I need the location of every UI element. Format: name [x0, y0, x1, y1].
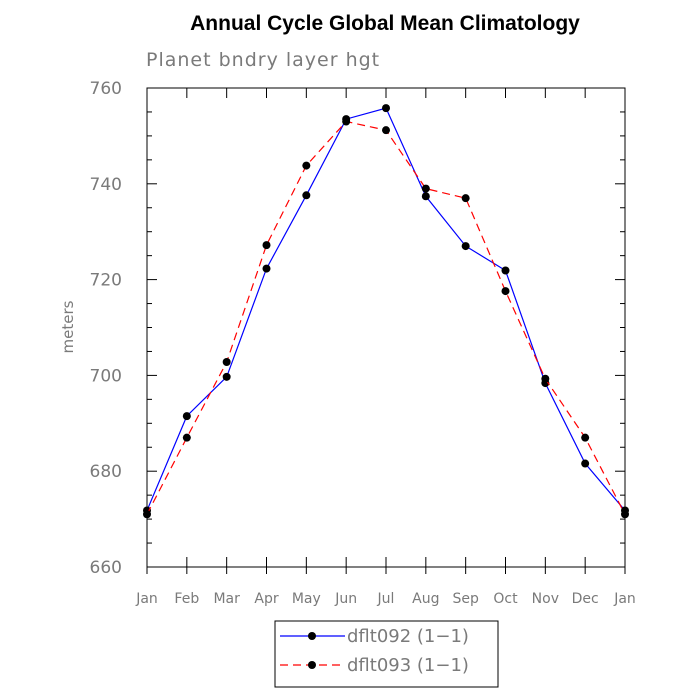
legend-label-1: dflt092 (1−1): [347, 626, 469, 647]
x-tick-label: Nov: [532, 591, 559, 607]
y-tick-label: 660: [90, 558, 122, 578]
data-point: [621, 510, 629, 519]
data-point: [581, 459, 590, 468]
data-point: [182, 412, 191, 421]
x-tick-label: Aug: [412, 591, 439, 607]
legend: dflt092 (1−1) dflt093 (1−1): [274, 620, 499, 688]
data-point: [302, 191, 311, 200]
series-2: [143, 117, 629, 519]
data-point: [541, 374, 550, 383]
x-tick-label: Sep: [452, 591, 479, 607]
legend-marker-2: [308, 661, 316, 669]
x-tick-label: Apr: [254, 591, 278, 607]
data-point: [182, 433, 191, 442]
y-axis: 660 680 700 720 740 760: [90, 79, 625, 578]
x-tick-label: Jul: [377, 591, 395, 607]
series-line: [146, 107, 626, 511]
series-1: [143, 104, 629, 515]
y-tick-label: 760: [90, 79, 122, 99]
x-tick-label: Jun: [334, 591, 357, 607]
chart-title: Annual Cycle Global Mean Climatology: [190, 12, 580, 35]
y-tick-label: 720: [90, 271, 122, 291]
data-point: [342, 117, 351, 126]
x-axis: Jan Feb Mar Apr May Jun Jul Aug Sep Oct Nov Dec Jan: [135, 88, 636, 607]
data-point: [461, 194, 470, 203]
x-tick-label: Dec: [572, 591, 599, 607]
data-point: [382, 126, 390, 135]
data-point: [302, 161, 311, 170]
y-tick-label: 740: [90, 175, 122, 195]
series-layer: [143, 104, 629, 519]
chart-subtitle: Planet bndry layer hgt: [146, 49, 380, 71]
data-point: [382, 104, 390, 113]
data-point: [222, 357, 231, 366]
data-point: [501, 266, 510, 275]
data-point: [222, 372, 231, 381]
legend-box: [274, 620, 499, 688]
x-tick-label: Jan: [135, 591, 158, 607]
series-line: [146, 120, 626, 515]
x-tick-label: May: [292, 591, 321, 607]
x-tick-label: Mar: [213, 591, 240, 607]
data-point: [421, 192, 430, 201]
legend-label-2: dflt093 (1−1): [347, 655, 469, 676]
data-point: [421, 184, 430, 193]
data-point: [581, 433, 590, 442]
data-point: [501, 287, 510, 296]
y-axis-label: meters: [59, 300, 77, 353]
y-tick-label: 700: [90, 366, 122, 386]
x-tick-label: Feb: [174, 591, 199, 607]
data-point: [262, 264, 271, 273]
x-tick-label: Jan: [613, 591, 636, 607]
plot-frame: [146, 87, 626, 568]
x-tick-label: Oct: [493, 591, 518, 607]
data-point: [143, 510, 151, 519]
y-tick-label: 680: [90, 462, 122, 482]
legend-marker-1: [308, 632, 316, 640]
data-point: [262, 241, 271, 250]
data-point: [461, 242, 470, 251]
